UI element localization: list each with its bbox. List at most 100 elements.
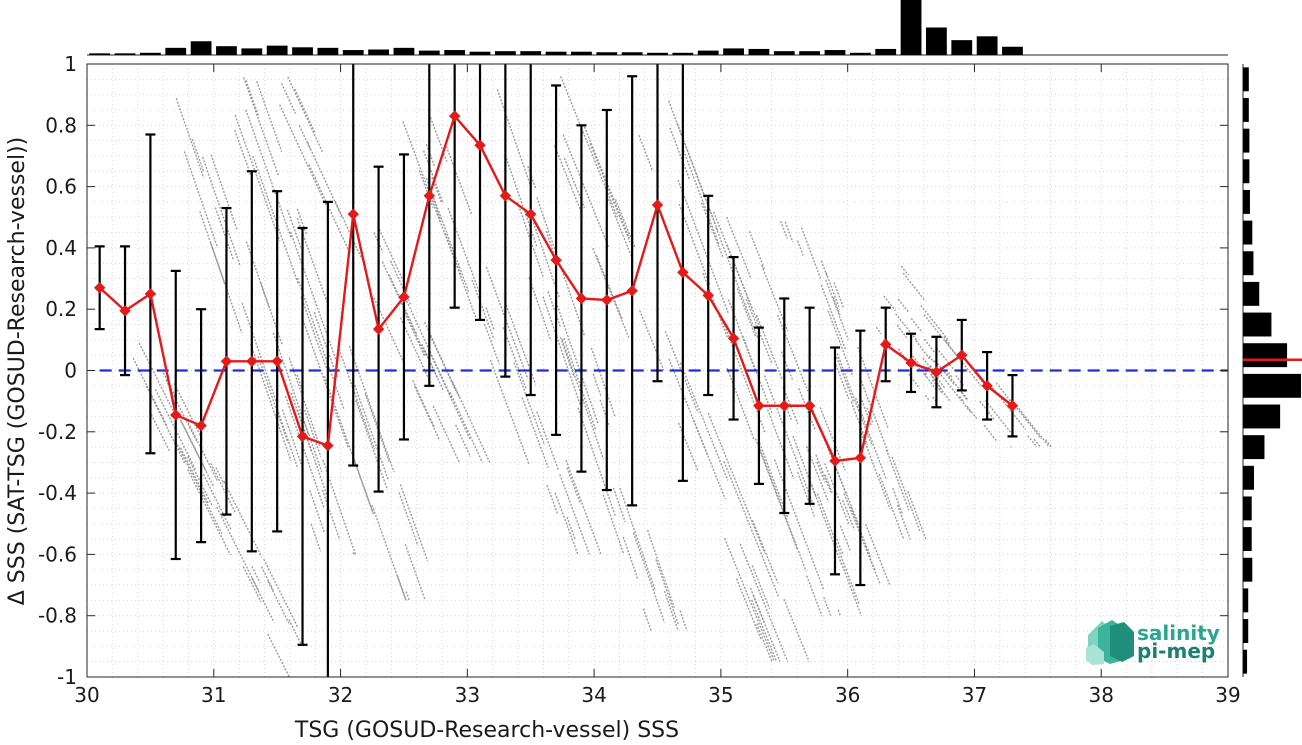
scatter-streak (679, 610, 688, 632)
scatter-streak (773, 459, 825, 591)
scatter-streak (554, 492, 579, 555)
scatter-streak (891, 456, 922, 533)
scatter-streak (138, 342, 176, 415)
scatter-points (132, 76, 1052, 678)
top-histogram-bar (393, 47, 415, 55)
scatter-streak (827, 310, 854, 377)
scatter-streak (751, 520, 779, 584)
scatter-streak (751, 599, 778, 662)
logo-text-pi-mep: pi-mep (1137, 639, 1215, 663)
scatter-streak (910, 317, 923, 333)
scatter-streak (288, 357, 321, 447)
mean-marker (1006, 400, 1019, 412)
scatter-streak (547, 291, 561, 328)
scatter-streak (752, 595, 781, 662)
scatter-streak (215, 467, 225, 485)
scatter-streak (895, 313, 919, 343)
scatter-streak (885, 449, 910, 511)
scatter-streak (425, 144, 436, 167)
scatter-streak (878, 473, 905, 540)
y-tick-label: -0.4 (38, 481, 77, 505)
scatter-streak (352, 456, 375, 515)
scatter-streak (809, 480, 843, 565)
scatter-streak (875, 326, 882, 335)
top-histogram-bar (799, 51, 821, 55)
scatter-streak (825, 272, 840, 308)
scatter-streak (736, 288, 757, 337)
scatter-streak (908, 373, 921, 389)
scatter-streak (923, 338, 936, 354)
logo-icon (1086, 620, 1134, 665)
scatter-streak (735, 578, 762, 641)
scatter-streak (214, 207, 234, 260)
scatter-streak (245, 241, 271, 309)
scatter-streak (836, 538, 844, 556)
mean-marker (550, 254, 562, 266)
top-histogram (87, 0, 1228, 56)
y-tick-label: 0.6 (45, 175, 77, 199)
right-histogram-bar (1243, 465, 1255, 490)
scatter-streak (281, 409, 302, 465)
scatter-streak (210, 463, 237, 514)
scatter-streak (864, 545, 876, 571)
scatter-streak (449, 391, 484, 463)
scatter-streak (850, 506, 872, 558)
top-histogram-bar (545, 51, 567, 55)
top-histogram-bar (114, 53, 136, 55)
scatter-streak (896, 504, 911, 540)
y-axis-label: Δ SSS (SAT-TSG (GOSUD-Research-vessel)) (5, 137, 30, 605)
mean-marker (296, 430, 309, 443)
scatter-streak (1018, 408, 1050, 448)
scatter-streak (840, 562, 862, 616)
scatter-streak (805, 446, 830, 503)
scatter-streak (619, 488, 657, 592)
scatter-streak (412, 380, 436, 428)
top-histogram-bar (571, 51, 592, 55)
right-histogram-bar (1243, 557, 1253, 582)
scatter-streak (835, 364, 850, 400)
mean-marker (702, 289, 714, 302)
top-histogram-bar (773, 51, 795, 55)
scatter-streak (927, 366, 937, 379)
scatter-streak (302, 417, 323, 473)
right-histogram (1242, 64, 1302, 677)
scatter-streak (944, 340, 982, 387)
scatter-streak (371, 504, 407, 601)
scatter-streak (451, 380, 491, 463)
scatter-streak (589, 143, 631, 243)
y-tick-label: 1 (64, 52, 77, 76)
scatter-streak (389, 260, 412, 306)
scatter-streak (900, 265, 909, 276)
scatter-streak (796, 240, 804, 256)
mean-marker (879, 338, 892, 351)
scatter-streak (296, 208, 308, 236)
x-tick-label: 33 (455, 683, 480, 707)
scatter-streak (902, 272, 926, 302)
scatter-streak (934, 360, 955, 386)
top-histogram-bar (672, 52, 694, 55)
top-histogram-bar (89, 53, 111, 55)
scatter-streak (175, 98, 205, 179)
scatter-streak (751, 565, 771, 610)
x-tick-label: 31 (201, 683, 226, 707)
scatter-streak (245, 109, 293, 239)
y-tick-label: -0.2 (38, 420, 77, 444)
scatter-streak (284, 395, 325, 508)
scatter-streak (932, 396, 937, 402)
scatter-streak (566, 467, 582, 505)
salinity-pi-mep-logo: salinity pi-mep (1086, 620, 1220, 665)
scatter-streak (824, 463, 850, 525)
scatter-streak (559, 474, 591, 555)
scatter-streak (300, 296, 328, 370)
scatter-streak (758, 445, 807, 572)
scatter-streak (865, 523, 891, 586)
right-histogram-bar (1243, 128, 1250, 153)
mean-marker (905, 357, 917, 369)
scatter-streak (489, 359, 530, 464)
top-histogram-bar (165, 47, 187, 55)
scatter-streak (404, 543, 426, 601)
scatter-streak (403, 312, 426, 357)
mean-marker (372, 323, 385, 335)
scatter-streak (832, 297, 841, 316)
scatter-streak (923, 373, 928, 378)
